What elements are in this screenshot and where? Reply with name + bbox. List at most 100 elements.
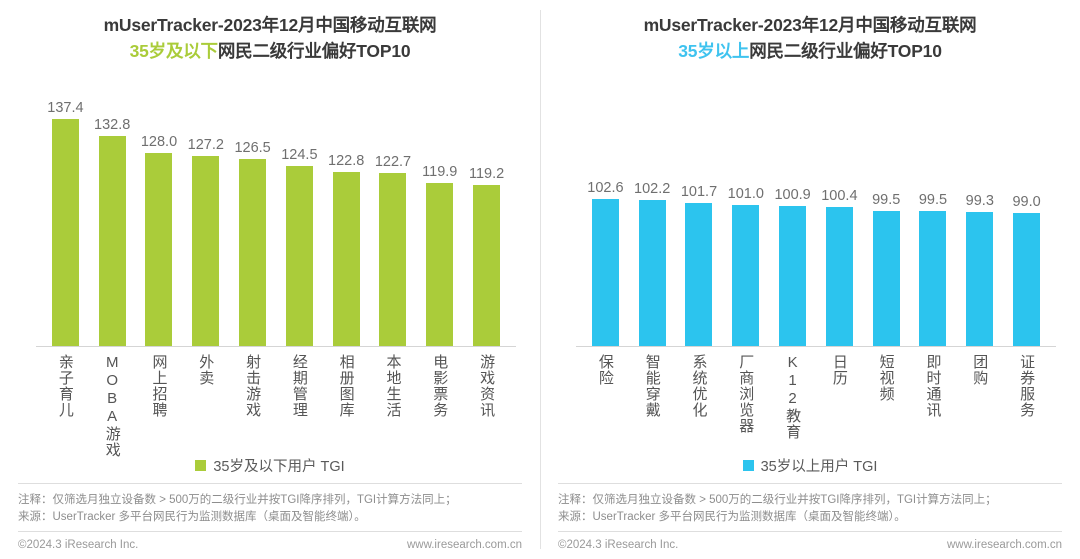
- bar-value-label: 100.4: [821, 187, 858, 204]
- title-line-2: 35岁及以下网民二级行业偏好TOP10: [12, 38, 528, 64]
- legend-right: 35岁以上用户 TGI: [552, 447, 1068, 483]
- category-tick: 经期管理: [276, 354, 323, 418]
- bar-5: [285, 166, 313, 347]
- bar-value-label: 101.0: [727, 185, 764, 202]
- bar-value-label: 99.0: [1012, 193, 1041, 210]
- category-label: 厂商浏览器: [737, 354, 755, 434]
- bar-6: [872, 211, 900, 347]
- bar-3: [732, 205, 760, 347]
- bar-6: [332, 172, 360, 347]
- category-tick: 团购: [956, 354, 1003, 386]
- chart-panel-left: mUserTracker-2023年12月中国移动互联网 35岁及以下网民二级行…: [12, 0, 528, 551]
- category-tick: 电影票务: [416, 354, 463, 418]
- bar-column: 126.5: [229, 62, 276, 347]
- bar-column: 101.0: [722, 62, 769, 347]
- category-tick: 即时通讯: [910, 354, 957, 418]
- x-axis-line: [576, 346, 1056, 347]
- title-accent: 35岁及以下: [129, 41, 218, 61]
- title-rest: 网民二级行业偏好TOP10: [749, 41, 942, 61]
- category-label: 亲子育儿: [56, 354, 74, 418]
- footnote-source: 来源：UserTracker 多平台网民行为监测数据库（桌面及智能终端）。: [18, 511, 366, 523]
- bar-0: [51, 119, 79, 347]
- category-tick: 本地生活: [370, 354, 417, 418]
- bar-9: [1013, 213, 1041, 347]
- bar-column: 122.8: [323, 62, 370, 347]
- legend-swatch-icon: [195, 459, 207, 471]
- footer-left: ©2024.3 iResearch Inc. www.iresearch.com…: [18, 531, 522, 551]
- website-link[interactable]: www.iresearch.com.cn: [946, 539, 1062, 551]
- bar-value-label: 119.9: [422, 163, 458, 180]
- category-tick: 相册图库: [323, 354, 370, 418]
- bar-2: [145, 153, 173, 347]
- bar-series-left: 137.4 132.8 128.0 127.2 126.5 124.5 122.…: [42, 62, 510, 347]
- bar-column: 127.2: [182, 62, 229, 347]
- website-link[interactable]: www.iresearch.com.cn: [406, 539, 522, 551]
- category-label: MOBA游戏: [103, 354, 121, 458]
- bar-column: 102.6: [582, 62, 629, 347]
- x-axis-line: [36, 346, 516, 347]
- category-axis-right: 保险 智能穿戴 系统优化 厂商浏览器 K12教育 日历 短视频 即时通讯 团购 …: [582, 347, 1050, 447]
- category-tick: 射击游戏: [229, 354, 276, 418]
- bar-column: 137.4: [42, 62, 89, 347]
- category-tick: 短视频: [863, 354, 910, 402]
- title-line-1: mUserTracker-2023年12月中国移动互联网: [103, 15, 437, 35]
- category-tick: 日历: [816, 354, 863, 386]
- bar-value-label: 102.6: [587, 179, 624, 196]
- copyright-text: ©2024.3 iResearch Inc.: [558, 539, 679, 551]
- bar-series-right: 102.6 102.2 101.7 101.0 100.9 100.4 99.5…: [582, 62, 1050, 347]
- category-tick: K12教育: [769, 354, 816, 440]
- bar-value-label: 101.7: [680, 183, 718, 200]
- bar-9: [473, 185, 501, 347]
- bar-4: [239, 159, 267, 347]
- chart-title-left: mUserTracker-2023年12月中国移动互联网 35岁及以下网民二级行…: [12, 0, 528, 62]
- bar-value-label: 119.2: [468, 165, 505, 182]
- bar-0: [591, 199, 619, 347]
- bar-7: [379, 173, 407, 347]
- bar-value-label: 102.2: [634, 180, 671, 197]
- bar-value-label: 99.5: [872, 191, 901, 208]
- category-label: 系统优化: [690, 354, 708, 418]
- bar-value-label: 122.7: [374, 153, 412, 170]
- category-tick: 保险: [582, 354, 629, 386]
- category-tick: 网上招聘: [136, 354, 183, 418]
- bar-column: 124.5: [276, 62, 323, 347]
- category-label: 短视频: [877, 354, 895, 402]
- bar-value-label: 124.5: [281, 146, 318, 163]
- category-label: 游戏资讯: [478, 354, 496, 418]
- bar-column: 119.2: [463, 62, 510, 347]
- chart-panel-right: mUserTracker-2023年12月中国移动互联网 35岁以上网民二级行业…: [540, 0, 1080, 559]
- bar-2: [685, 203, 713, 347]
- category-tick: 智能穿戴: [629, 354, 676, 418]
- bar-column: 122.7: [370, 62, 417, 347]
- bar-value-label: 127.2: [187, 136, 224, 153]
- bar-1: [638, 200, 666, 347]
- category-label: K12教育: [784, 354, 802, 440]
- footnote-left: 注释：仅筛选月独立设备数 > 500万的二级行业并按TGI降序排列，TGI计算方…: [18, 483, 522, 526]
- title-accent: 35岁以上: [678, 41, 750, 61]
- category-tick: 亲子育儿: [42, 354, 89, 418]
- bar-column: 99.0: [1003, 62, 1050, 347]
- legend-label: 35岁及以下用户 TGI: [213, 458, 345, 475]
- legend-left: 35岁及以下用户 TGI: [12, 447, 528, 483]
- bar-column: 99.5: [863, 62, 910, 347]
- chart-title-right: mUserTracker-2023年12月中国移动互联网 35岁以上网民二级行业…: [552, 0, 1068, 62]
- bar-value-label: 100.9: [774, 186, 811, 203]
- category-tick: 游戏资讯: [463, 354, 510, 418]
- bar-column: 119.9: [416, 62, 463, 347]
- category-tick: 系统优化: [676, 354, 723, 418]
- bar-column: 100.4: [816, 62, 863, 347]
- category-tick: 证券服务: [1003, 354, 1050, 418]
- category-label: 外卖: [197, 354, 215, 386]
- bar-value-label: 99.5: [918, 191, 948, 208]
- category-label: 电影票务: [431, 354, 449, 418]
- bar-column: 102.2: [629, 62, 676, 347]
- legend-label: 35岁以上用户 TGI: [760, 458, 878, 475]
- category-tick: 外卖: [182, 354, 229, 386]
- bar-value-label: 137.4: [47, 99, 84, 116]
- category-axis-left: 亲子育儿 MOBA游戏 网上招聘 外卖 射击游戏 经期管理 相册图库 本地生活 …: [42, 347, 510, 458]
- footnote-note: 注释：仅筛选月独立设备数 > 500万的二级行业并按TGI降序排列，TGI计算方…: [18, 494, 457, 506]
- bar-value-label: 99.3: [965, 192, 994, 209]
- footnote-note: 注释：仅筛选月独立设备数 > 500万的二级行业并按TGI降序排列，TGI计算方…: [558, 494, 997, 506]
- bar-column: 99.3: [956, 62, 1003, 347]
